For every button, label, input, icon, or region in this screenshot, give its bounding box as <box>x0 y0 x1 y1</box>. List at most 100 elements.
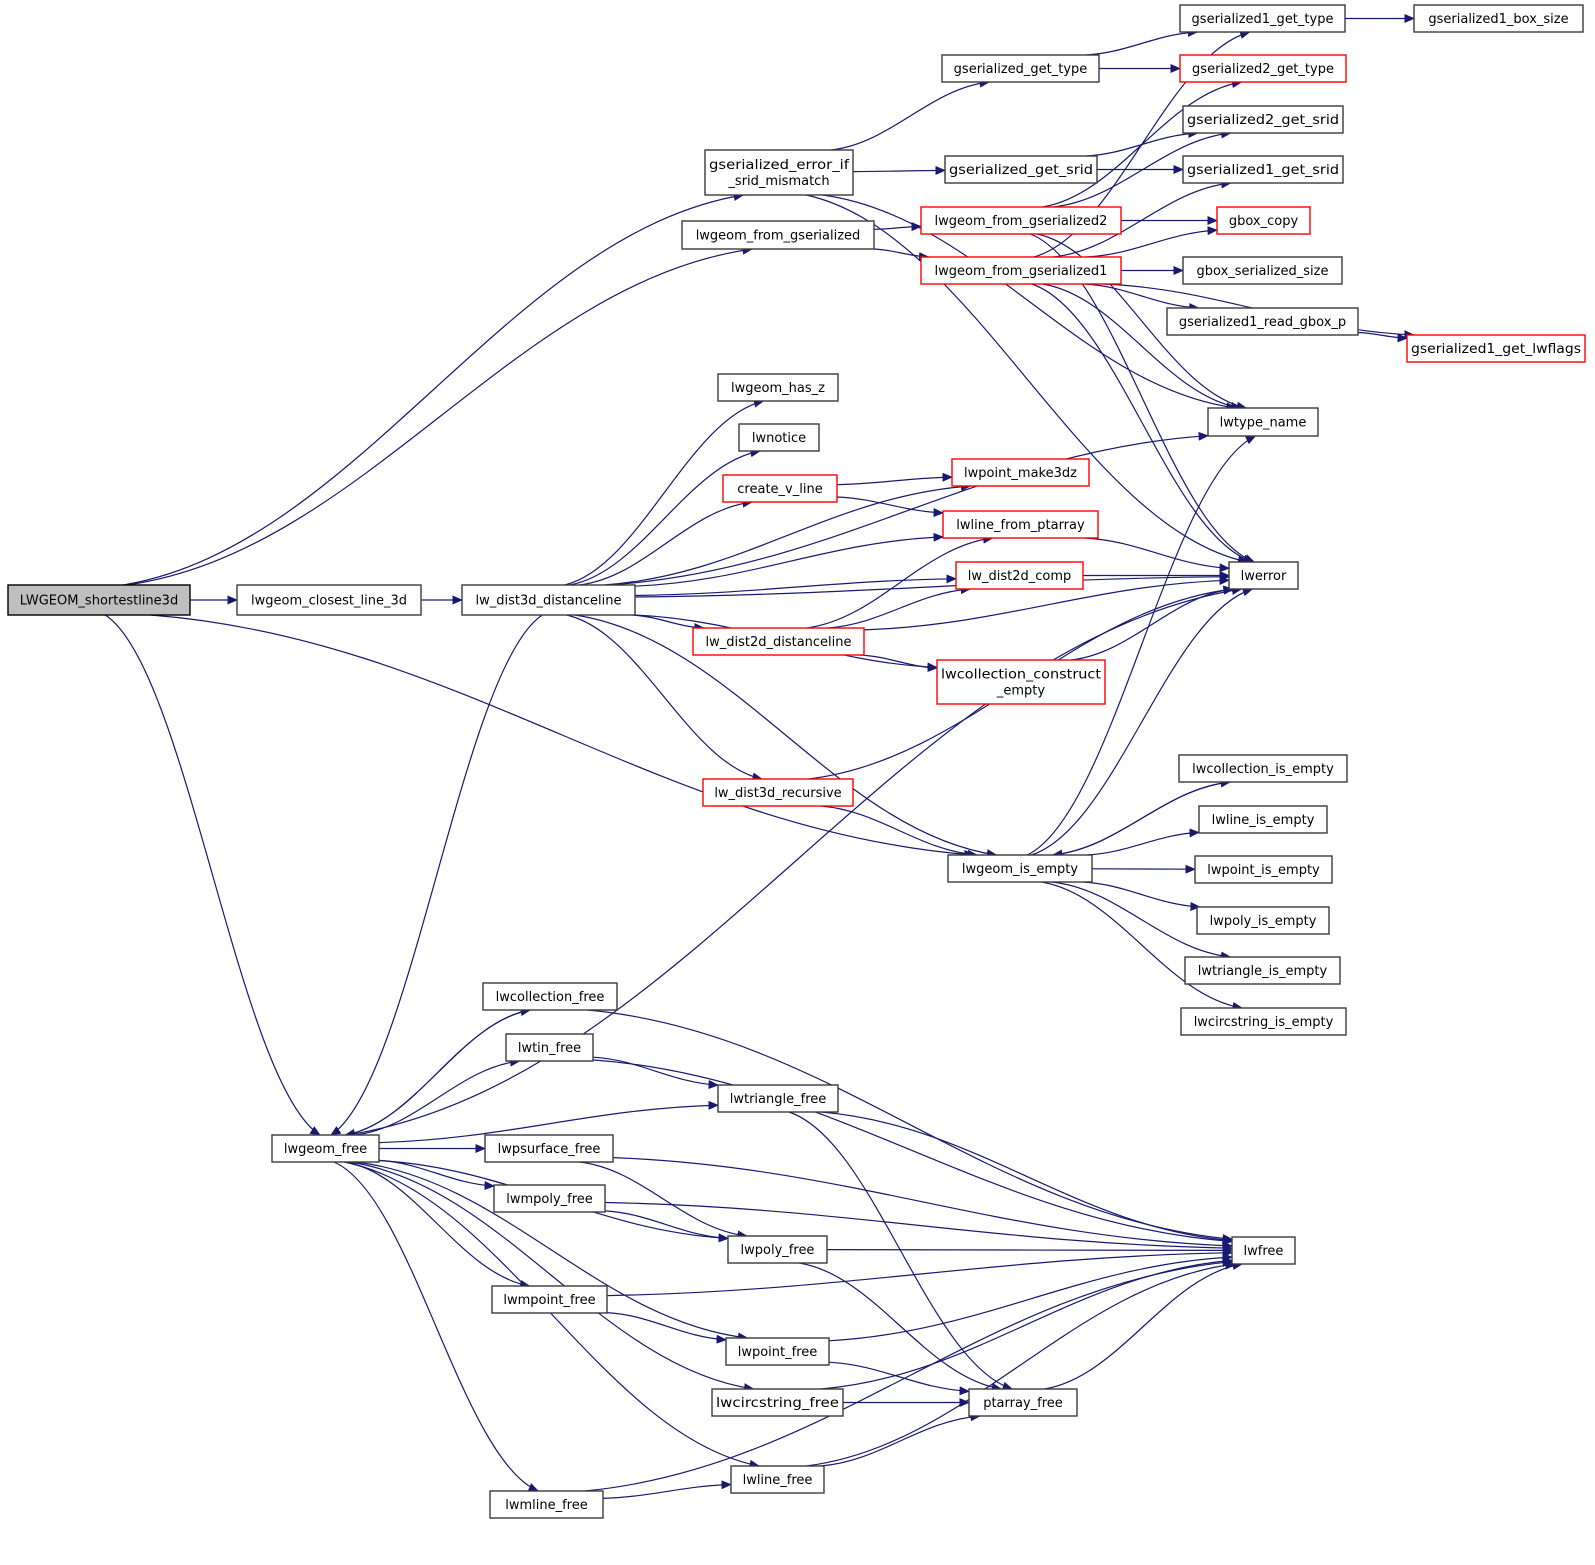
node-lwpoly_free[interactable]: lwpoly_free <box>727 1235 828 1264</box>
lwgeom_closest_line_3d-box[interactable] <box>236 584 422 616</box>
node-lw_dist2d_distanceline[interactable]: lw_dist2d_distanceline <box>692 627 865 656</box>
node-lwline_from_ptarray[interactable]: lwline_from_ptarray <box>942 510 1099 539</box>
lwtriangle_is_empty-box[interactable] <box>1184 956 1341 985</box>
lwgeom_from_gserialized-box[interactable] <box>681 220 875 250</box>
node-lwerror[interactable]: lwerror <box>1228 561 1299 590</box>
lwcircstring_is_empty-box[interactable] <box>1180 1007 1347 1036</box>
lwpoint_free-box[interactable] <box>725 1337 830 1366</box>
gserialized1_get_srid-box[interactable] <box>1182 155 1344 184</box>
node-lw_dist2d_comp[interactable]: lw_dist2d_comp <box>955 561 1084 590</box>
node-LWGEOM_shortestline3d[interactable]: LWGEOM_shortestline3d <box>7 584 191 616</box>
LWGEOM_shortestline3d-box[interactable] <box>7 584 191 616</box>
node-lwnotice[interactable]: lwnotice <box>738 423 820 452</box>
node-gserialized1_read_gbox_p[interactable]: gserialized1_read_gbox_p <box>1166 307 1359 336</box>
node-lw_dist3d_recursive[interactable]: lw_dist3d_recursive <box>702 778 854 807</box>
node-gserialized1_box_size[interactable]: gserialized1_box_size <box>1413 4 1584 33</box>
create_v_line-box[interactable] <box>722 474 838 503</box>
lwgeom_from_gserialized2-box[interactable] <box>920 206 1122 235</box>
lwpoly_free-box[interactable] <box>727 1235 828 1264</box>
node-lwcollection_free[interactable]: lwcollection_free <box>482 982 618 1011</box>
gserialized_get_type-box[interactable] <box>941 54 1100 83</box>
lwgeom_is_empty-box[interactable] <box>947 854 1093 883</box>
lwmpoint_free-box[interactable] <box>491 1285 608 1314</box>
node-lwgeom_closest_line_3d[interactable]: lwgeom_closest_line_3d <box>236 584 422 616</box>
node-lwtriangle_is_empty[interactable]: lwtriangle_is_empty <box>1184 956 1341 985</box>
lw_dist2d_distanceline-box[interactable] <box>692 627 865 656</box>
node-gbox_copy[interactable]: gbox_copy <box>1216 206 1311 235</box>
node-lwcircstring_free[interactable]: lwcircstring_free <box>711 1388 844 1417</box>
node-gserialized_error_if_srid_mismatch[interactable]: gserialized_error_if_srid_mismatch <box>704 149 854 196</box>
node-gserialized_get_srid[interactable]: gserialized_get_srid <box>944 155 1098 184</box>
lwtin_free-box[interactable] <box>505 1033 594 1062</box>
gserialized2_get_type-box[interactable] <box>1179 54 1347 83</box>
node-lwgeom_from_gserialized2[interactable]: lwgeom_from_gserialized2 <box>920 206 1122 235</box>
node-lwtin_free[interactable]: lwtin_free <box>505 1033 594 1062</box>
node-lwmline_free[interactable]: lwmline_free <box>489 1490 604 1519</box>
gserialized1_get_lwflags-box[interactable] <box>1406 334 1586 363</box>
node-lwcollection_is_empty[interactable]: lwcollection_is_empty <box>1178 754 1348 783</box>
node-lwgeom_is_empty[interactable]: lwgeom_is_empty <box>947 854 1093 883</box>
lwcollection_free-box[interactable] <box>482 982 618 1011</box>
node-lwgeom_has_z[interactable]: lwgeom_has_z <box>717 373 839 402</box>
node-gserialized1_get_lwflags[interactable]: gserialized1_get_lwflags <box>1406 334 1586 363</box>
node-lwpoly_is_empty[interactable]: lwpoly_is_empty <box>1196 906 1330 935</box>
node-lwline_free[interactable]: lwline_free <box>730 1465 825 1494</box>
lwline_free-box[interactable] <box>730 1465 825 1494</box>
lwmline_free-box[interactable] <box>489 1490 604 1519</box>
node-lw_dist3d_distanceline[interactable]: lw_dist3d_distanceline <box>461 584 636 616</box>
node-lwpsurface_free[interactable]: lwpsurface_free <box>484 1134 614 1163</box>
lwcollection_construct_empty-box[interactable] <box>936 659 1106 705</box>
ptarray_free-box[interactable] <box>968 1388 1078 1417</box>
lwgeom_from_gserialized1-box[interactable] <box>920 256 1122 285</box>
gserialized1_box_size-box[interactable] <box>1413 4 1584 33</box>
node-gserialized2_get_type[interactable]: gserialized2_get_type <box>1179 54 1347 83</box>
lwfree-box[interactable] <box>1231 1236 1296 1265</box>
gbox_serialized_size-box[interactable] <box>1182 256 1343 285</box>
gserialized_get_srid-box[interactable] <box>944 155 1098 184</box>
lw_dist2d_comp-box[interactable] <box>955 561 1084 590</box>
node-lwmpoly_free[interactable]: lwmpoly_free <box>493 1184 606 1213</box>
lwline_is_empty-box[interactable] <box>1198 805 1328 834</box>
node-lwfree[interactable]: lwfree <box>1231 1236 1296 1265</box>
lwpsurface_free-box[interactable] <box>484 1134 614 1163</box>
node-lwcollection_construct_empty[interactable]: lwcollection_construct_empty <box>936 659 1106 705</box>
lwtype_name-box[interactable] <box>1207 407 1319 437</box>
gserialized2_get_srid-box[interactable] <box>1182 105 1344 134</box>
lwgeom_has_z-box[interactable] <box>717 373 839 402</box>
node-lwpoint_is_empty[interactable]: lwpoint_is_empty <box>1194 855 1333 884</box>
lwpoint_is_empty-box[interactable] <box>1194 855 1333 884</box>
lwtriangle_free-box[interactable] <box>717 1084 839 1113</box>
gserialized1_read_gbox_p-box[interactable] <box>1166 307 1359 336</box>
node-lwgeom_from_gserialized1[interactable]: lwgeom_from_gserialized1 <box>920 256 1122 285</box>
lw_dist3d_distanceline-box[interactable] <box>461 584 636 616</box>
node-gbox_serialized_size[interactable]: gbox_serialized_size <box>1182 256 1343 285</box>
lwline_from_ptarray-box[interactable] <box>942 510 1099 539</box>
lwpoint_make3dz-box[interactable] <box>951 458 1090 487</box>
node-lwpoint_free[interactable]: lwpoint_free <box>725 1337 830 1366</box>
lwcircstring_free-box[interactable] <box>711 1388 844 1417</box>
node-gserialized1_get_srid[interactable]: gserialized1_get_srid <box>1182 155 1344 184</box>
gbox_copy-box[interactable] <box>1216 206 1311 235</box>
lwmpoly_free-box[interactable] <box>493 1184 606 1213</box>
node-lwpoint_make3dz[interactable]: lwpoint_make3dz <box>951 458 1090 487</box>
lwerror-box[interactable] <box>1228 561 1299 590</box>
node-ptarray_free[interactable]: ptarray_free <box>968 1388 1078 1417</box>
lwnotice-box[interactable] <box>738 423 820 452</box>
node-create_v_line[interactable]: create_v_line <box>722 474 838 503</box>
node-lwtype_name[interactable]: lwtype_name <box>1207 407 1319 437</box>
lwpoly_is_empty-box[interactable] <box>1196 906 1330 935</box>
node-gserialized2_get_srid[interactable]: gserialized2_get_srid <box>1182 105 1344 134</box>
node-lwline_is_empty[interactable]: lwline_is_empty <box>1198 805 1328 834</box>
lwgeom_free-box[interactable] <box>271 1134 380 1163</box>
gserialized1_get_type-box[interactable] <box>1179 4 1346 33</box>
node-gserialized_get_type[interactable]: gserialized_get_type <box>941 54 1100 83</box>
node-lwgeom_from_gserialized[interactable]: lwgeom_from_gserialized <box>681 220 875 250</box>
lwcollection_is_empty-box[interactable] <box>1178 754 1348 783</box>
node-gserialized1_get_type[interactable]: gserialized1_get_type <box>1179 4 1346 33</box>
node-lwmpoint_free[interactable]: lwmpoint_free <box>491 1285 608 1314</box>
gserialized_error_if_srid_mismatch-box[interactable] <box>704 149 854 196</box>
node-lwtriangle_free[interactable]: lwtriangle_free <box>717 1084 839 1113</box>
node-lwcircstring_is_empty[interactable]: lwcircstring_is_empty <box>1180 1007 1347 1036</box>
lw_dist3d_recursive-box[interactable] <box>702 778 854 807</box>
node-lwgeom_free[interactable]: lwgeom_free <box>271 1134 380 1163</box>
